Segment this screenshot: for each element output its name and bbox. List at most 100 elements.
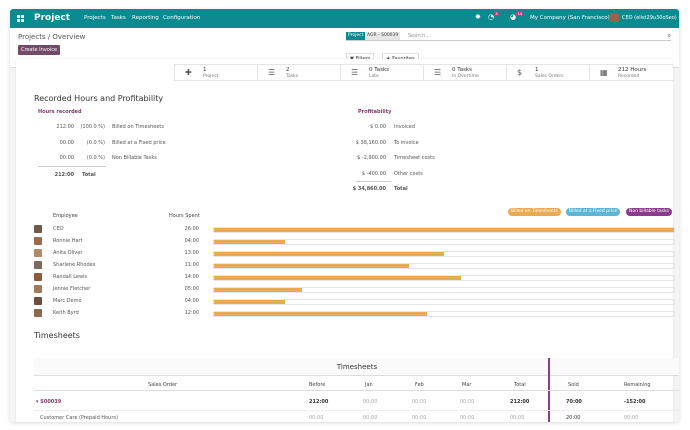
hours-label: Non Billable Tasks <box>112 155 157 161</box>
stat-value: 1 <box>535 67 539 73</box>
line-jan: 00:00 <box>363 415 378 421</box>
stat-overtime[interactable]: ☰ 0 Tasks In Overtime <box>423 65 506 81</box>
dollar-icon: $ <box>517 68 523 77</box>
app-brand[interactable]: Project <box>34 13 71 23</box>
stat-value: 0 Tasks <box>452 67 472 73</box>
search-icon[interactable]: ⌕ <box>667 32 671 39</box>
hours-percent: (0.0 %) <box>86 155 105 161</box>
hours-value: 00:00 <box>59 140 74 146</box>
hours-percent: (0.0 %) <box>86 140 105 146</box>
top-navbar: Project Projects Tasks Reporting Configu… <box>10 9 679 28</box>
profit-total-value: $ 34,860.00 <box>352 186 386 192</box>
employee-avatar <box>34 249 42 257</box>
hours-bar-track <box>213 239 675 245</box>
employee-name: CEO <box>53 226 64 232</box>
hours-bar-track <box>213 299 675 305</box>
search-input[interactable]: Search... <box>408 33 430 39</box>
employee-avatar <box>34 261 42 269</box>
profit-label: Invoiced <box>394 124 416 130</box>
stat-recorded-hours[interactable]: ▦ 212 Hours Recorded <box>589 65 672 81</box>
col-sold: Sold <box>568 382 579 388</box>
stat-value: 212 Hours <box>618 67 647 73</box>
chat-icon[interactable]: ◔ <box>488 13 495 21</box>
hours-bar-track <box>213 227 675 233</box>
search-facet-value[interactable]: AGR - S00039 <box>365 32 401 40</box>
stat-project[interactable]: ✚ 1 Project <box>174 65 257 81</box>
stat-late-tasks[interactable]: ☰ 0 Tasks Late <box>340 65 423 81</box>
employee-row[interactable]: Ronnie Hart 04:00 <box>34 237 675 247</box>
hours-label: Billed on Timesheets <box>112 124 164 130</box>
bug-icon[interactable]: ✹ <box>475 13 481 21</box>
employee-row[interactable]: Sharlene Rhodes 11:00 <box>34 261 675 271</box>
stat-label: Sales Orders <box>535 74 564 79</box>
stat-label: In Overtime <box>452 74 479 79</box>
stat-sales-orders[interactable]: $ 1 Sales Orders <box>506 65 589 81</box>
so-mar: 00:00 <box>460 399 475 405</box>
user-avatar[interactable] <box>610 13 619 22</box>
company-switcher[interactable]: My Company (San Francisco) <box>530 15 610 21</box>
employee-column-header: Employee <box>53 213 78 219</box>
profit-total-label: Total <box>394 186 408 192</box>
sales-order-row-toggle[interactable]: ▾ S00039 <box>36 399 62 405</box>
profitability-title: Recorded Hours and Profitability <box>34 94 164 103</box>
profit-label: To invoice <box>394 140 419 146</box>
stat-tasks[interactable]: ☰ 2 Tasks <box>257 65 340 81</box>
divider <box>34 410 679 411</box>
legend-billed-timesheets[interactable]: Billed on Timesheets <box>508 208 561 216</box>
employee-avatar <box>34 225 42 233</box>
hours-total-value: 212:00 <box>54 172 74 178</box>
puzzle-icon: ✚ <box>185 68 192 77</box>
legend-billed-fixed[interactable]: Billed at a Fixed price <box>566 208 621 216</box>
line-before: 00:00 <box>309 415 324 421</box>
hours-bar-track <box>213 275 675 281</box>
activity-icon[interactable]: ◕ <box>510 13 517 21</box>
employee-row[interactable]: CEO 26:00 <box>34 225 675 235</box>
so-jan: 00:00 <box>363 399 378 405</box>
menu-tasks[interactable]: Tasks <box>111 15 126 21</box>
employee-avatar <box>34 297 42 305</box>
create-invoice-button[interactable]: Create Invoice <box>18 45 60 55</box>
hours-label: Billed at a Fixed price <box>112 140 166 146</box>
line-total: 00:00 <box>510 415 525 421</box>
employee-row[interactable]: Anita Oliver 13:00 <box>34 249 675 259</box>
order-line-name[interactable]: Customer Care (Prepaid Hours) <box>40 415 118 421</box>
employee-row[interactable]: Marc Demo 04:00 <box>34 297 675 307</box>
hours-bar-fill <box>214 288 303 292</box>
divider <box>38 166 106 167</box>
activity-badge: 14 <box>516 12 524 16</box>
employee-avatar <box>34 309 42 317</box>
hours-bar-track <box>213 311 675 317</box>
hours-bar-fill <box>214 240 285 244</box>
search-bar[interactable]: Project AGR - S00039 Search... ⌕ <box>346 32 671 41</box>
employee-name: Ronnie Hart <box>53 238 83 244</box>
employee-row[interactable]: Randall Lewis 14:00 <box>34 273 675 283</box>
employee-hours: 14:00 <box>184 274 199 280</box>
menu-reporting[interactable]: Reporting <box>132 15 159 21</box>
so-before: 212:00 <box>309 399 329 405</box>
hours-bar-fill <box>214 300 285 304</box>
menu-configuration[interactable]: Configuration <box>163 15 201 21</box>
so-feb: 00:00 <box>412 399 427 405</box>
timesheets-table: Timesheets Sales Order Before Jan Feb Ma… <box>34 358 679 422</box>
breadcrumb[interactable]: Projects / Overview <box>18 33 86 41</box>
employee-hours: 11:00 <box>184 262 199 268</box>
employee-name: Jennie Fletcher <box>53 286 91 292</box>
app-window: Project Projects Tasks Reporting Configu… <box>10 9 679 422</box>
user-menu[interactable]: CEO (elist29u30oSeo) <box>622 15 677 21</box>
col-jan: Jan <box>365 382 373 388</box>
profit-value: $ 0.00 <box>370 124 386 130</box>
col-before: Before <box>309 382 326 388</box>
line-remaining: 00:00 <box>624 415 639 421</box>
employee-hours: 04:00 <box>184 238 199 244</box>
col-mar: Mar <box>462 382 472 388</box>
hours-bar-track <box>213 287 675 293</box>
col-feb: Feb <box>415 382 424 388</box>
menu-projects[interactable]: Projects <box>84 15 106 21</box>
profit-label: Other costs <box>394 171 423 177</box>
employee-row[interactable]: Jennie Fletcher 05:00 <box>34 285 675 295</box>
apps-menu-icon[interactable] <box>17 15 24 22</box>
col-sales-order: Sales Order <box>148 382 178 388</box>
legend-non-billable[interactable]: Non billable tasks <box>626 208 672 216</box>
employee-row[interactable]: Keith Byrd 12:00 <box>34 309 675 319</box>
so-sold: 70:00 <box>566 399 582 405</box>
